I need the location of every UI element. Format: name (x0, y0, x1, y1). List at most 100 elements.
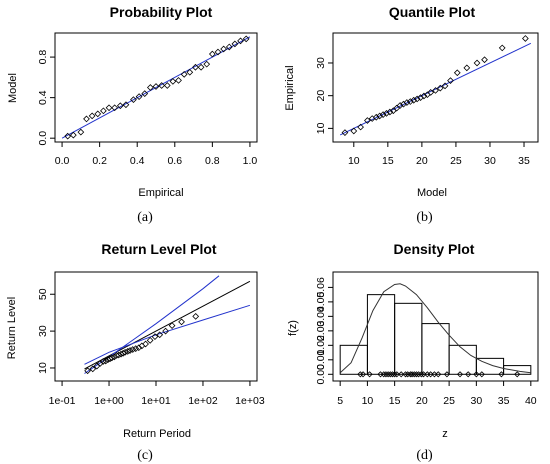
chart-panel-2: Quantile Plot 10 15 20 25 30 35 10 20 30 Model Empi… (284, 4, 539, 225)
data-point (208, 50, 216, 58)
histogram-bar (366, 294, 396, 375)
data-point (178, 318, 185, 326)
x-tick-label: 5 (337, 395, 343, 407)
data-point (498, 44, 506, 52)
data-point (427, 89, 435, 96)
y-tick-label: 0.8 (37, 50, 49, 65)
x-tick-label: 35 (518, 155, 530, 167)
data-point (410, 96, 418, 104)
x-tick-label: 30 (471, 395, 483, 407)
reference-line (61, 36, 251, 139)
y-axis-label: Model (7, 73, 19, 103)
y-tick-label: 0.4 (37, 90, 49, 105)
data-point (77, 128, 85, 136)
x-tick-label: 1e+01 (141, 395, 171, 407)
chart-title: Density Plot (394, 241, 475, 257)
data-point (108, 354, 116, 362)
rug-point (385, 371, 392, 378)
data-point (135, 344, 143, 352)
data-point (146, 336, 154, 344)
plot-frame (54, 271, 258, 382)
chart-title: Quantile Plot (389, 4, 476, 20)
rug-point (413, 371, 420, 378)
data-point (94, 110, 102, 118)
data-point (84, 367, 91, 375)
data-point (158, 82, 166, 89)
rug-point (473, 371, 480, 378)
data-point (93, 362, 101, 370)
data-point (403, 99, 411, 106)
data-point (463, 64, 471, 72)
data-point (432, 87, 439, 94)
data-point (146, 84, 154, 91)
data-point (350, 127, 358, 135)
data-point (192, 63, 199, 71)
data-point (379, 111, 387, 119)
rug-point (389, 371, 396, 378)
data-point (124, 348, 132, 355)
x-tick-label: 1e+00 (94, 395, 124, 407)
data-point (441, 82, 449, 90)
data-point (242, 35, 250, 43)
data-point (106, 355, 114, 363)
data-point (372, 113, 380, 121)
data-point (116, 102, 124, 110)
x-tick-label: 25 (443, 395, 455, 407)
y-axis-label: Return Level (6, 297, 18, 359)
data-point (406, 98, 414, 105)
data-point (163, 82, 171, 89)
data-point (197, 63, 205, 71)
data-point (119, 349, 127, 357)
x-axis-label: Empirical (138, 187, 183, 199)
plot-area (339, 35, 532, 136)
y-axis-label: f(z) (287, 320, 299, 336)
data-point (186, 68, 194, 76)
panel-label: (b) (416, 210, 433, 225)
data-point (129, 346, 137, 353)
x-tick-label: 20 (416, 155, 428, 167)
x-tick-label: 0.6 (167, 155, 182, 167)
chart-title: Return Level Plot (101, 241, 216, 257)
plot-area (61, 35, 251, 140)
y-tick-label: 10 (37, 362, 49, 374)
x-tick-label: 1e+02 (188, 395, 218, 407)
x-tick-label: 35 (498, 395, 510, 407)
data-point (214, 48, 222, 56)
rug-point (382, 371, 389, 378)
data-point (132, 345, 140, 352)
data-point (420, 92, 428, 100)
data-point (396, 102, 404, 109)
y-tick-label: 30 (315, 57, 327, 69)
data-point (115, 351, 122, 359)
density-curve (339, 283, 531, 374)
plot-area (339, 283, 532, 378)
data-point (141, 90, 149, 97)
rug-point (443, 371, 451, 378)
histogram-bar (339, 344, 368, 375)
y-tick-label: 30 (37, 325, 49, 337)
rug-point (514, 371, 521, 378)
x-tick-label: 10 (348, 155, 360, 167)
data-point (135, 93, 143, 100)
rug-point (387, 371, 394, 378)
rug-point (357, 371, 364, 378)
data-point (522, 35, 529, 42)
data-point (100, 107, 107, 115)
x-tick-label: 0.0 (55, 155, 70, 167)
data-point (357, 123, 364, 131)
rug-point (398, 371, 405, 378)
reference-line (339, 42, 532, 136)
histogram-bar (503, 365, 532, 375)
x-axis-label: Return Period (123, 428, 191, 440)
histogram-bar (421, 323, 450, 375)
y-tick-label: 0.04 (315, 306, 327, 327)
x-tick-label: 1e-01 (49, 395, 76, 407)
x-tick-label: 0.4 (130, 155, 145, 167)
y-tick-label: 10 (315, 122, 327, 134)
data-point (130, 96, 137, 104)
x-tick-label: 15 (389, 395, 401, 407)
data-point (168, 322, 176, 329)
chart-panel-3: Return Level Plot 1e-01 1e+00 1e+01 1e+02 1e+… (6, 241, 265, 463)
